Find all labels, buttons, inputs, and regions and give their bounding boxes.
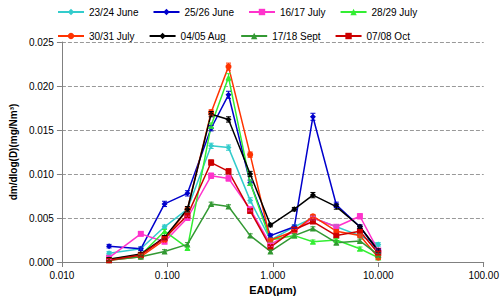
svg-text:10.000: 10.000 xyxy=(363,270,394,281)
svg-text:0.020: 0.020 xyxy=(29,81,54,92)
svg-text:1.000: 1.000 xyxy=(260,270,285,281)
svg-text:0.010: 0.010 xyxy=(29,169,54,180)
svg-text:25/26 June: 25/26 June xyxy=(184,7,234,18)
svg-text:17/18 Sept: 17/18 Sept xyxy=(272,31,321,42)
svg-text:30/31 July: 30/31 July xyxy=(89,31,135,42)
svg-text:23/24 June: 23/24 June xyxy=(89,7,139,18)
svg-text:04/05 Aug: 04/05 Aug xyxy=(181,31,226,42)
svg-text:0.015: 0.015 xyxy=(29,125,54,136)
svg-text:0.100: 0.100 xyxy=(155,270,180,281)
svg-text:100.00: 100.00 xyxy=(468,270,499,281)
svg-text:0.010: 0.010 xyxy=(49,270,74,281)
svg-text:16/17 July: 16/17 July xyxy=(280,7,326,18)
svg-text:07/08 Oct: 07/08 Oct xyxy=(367,31,411,42)
svg-text:0.000: 0.000 xyxy=(29,257,54,268)
svg-text:dm/dlog(D)(mg/Nm³): dm/dlog(D)(mg/Nm³) xyxy=(8,104,19,201)
svg-text:0.005: 0.005 xyxy=(29,213,54,224)
svg-text:EAD(μm): EAD(μm) xyxy=(249,284,296,296)
svg-text:0.025: 0.025 xyxy=(29,37,54,48)
svg-text:28/29 July: 28/29 July xyxy=(372,7,418,18)
